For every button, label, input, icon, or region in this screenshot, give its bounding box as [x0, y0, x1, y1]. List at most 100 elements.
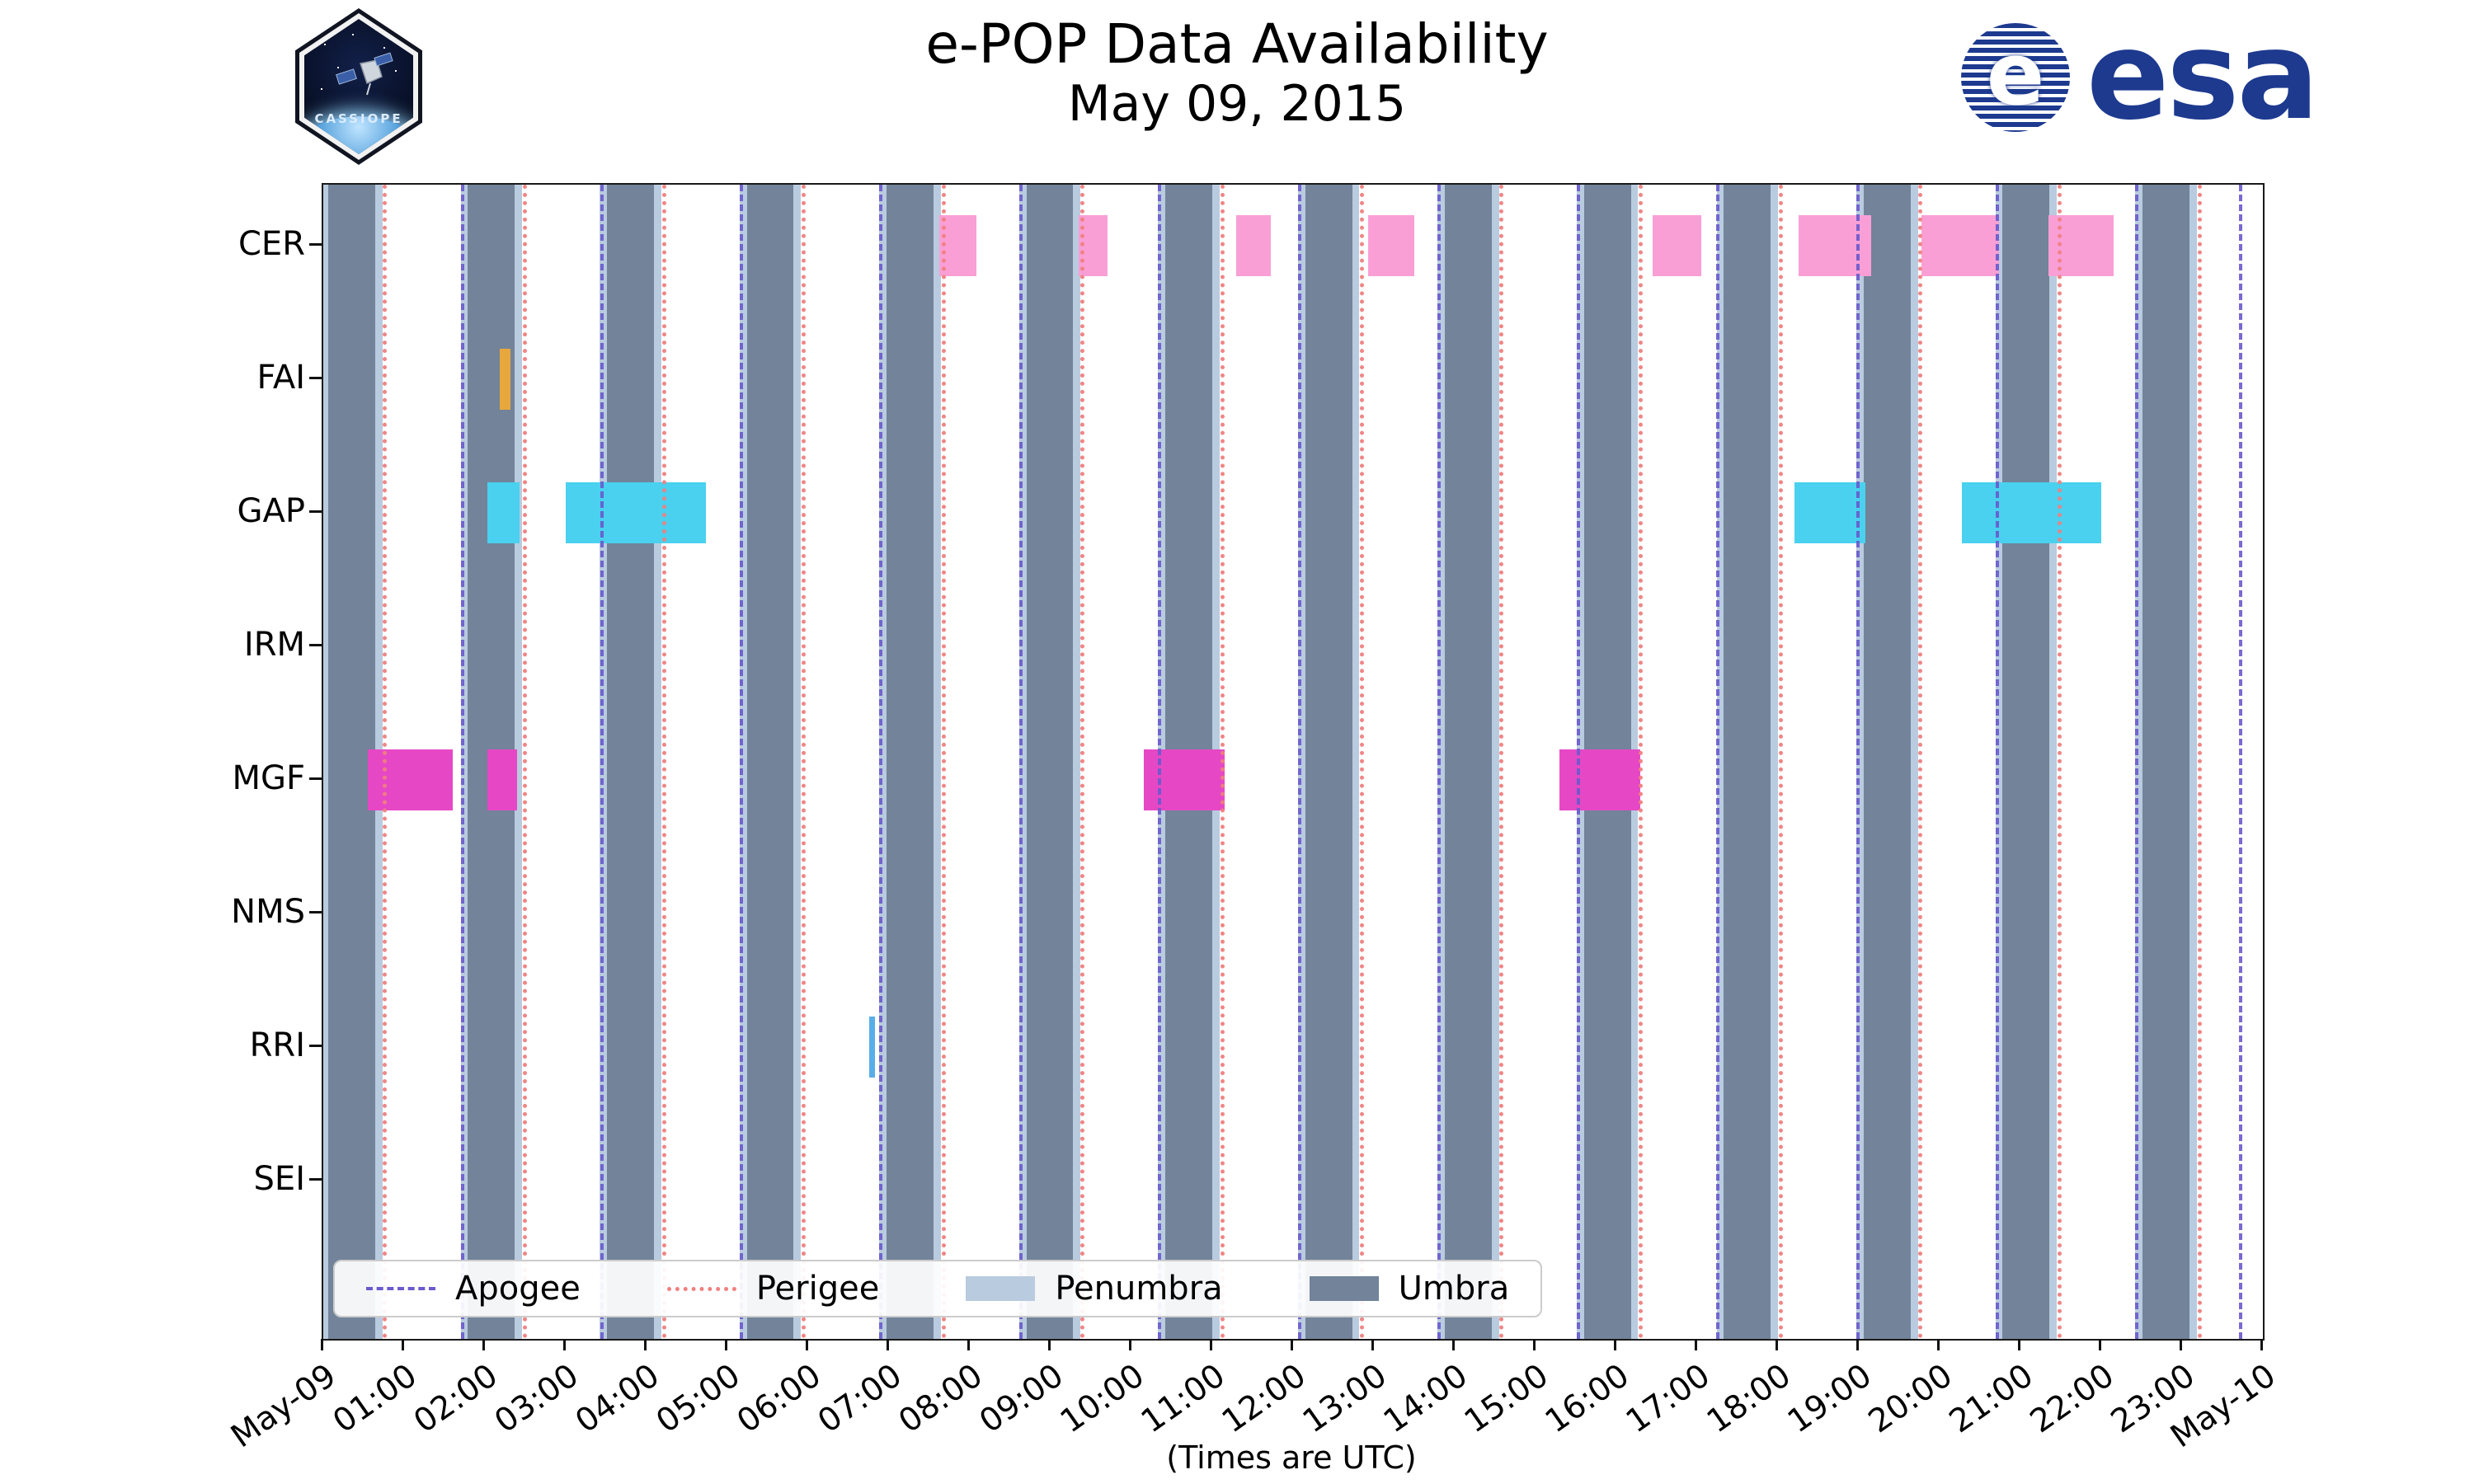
y-tick-label-nms: NMS: [231, 893, 305, 931]
perigee-line: [1917, 185, 1922, 1339]
data-bar-cer: [1921, 215, 1999, 276]
umbra-band: [1863, 185, 1911, 1339]
perigee-line: [1498, 185, 1503, 1339]
x-tick-mark: [2099, 1339, 2101, 1350]
apogee-line: [1018, 185, 1023, 1339]
apogee-line: [600, 185, 604, 1339]
y-tick-label-irm: IRM: [243, 626, 305, 664]
data-bar-fai: [499, 349, 511, 410]
perigee-line: [941, 185, 946, 1339]
umbra-band: [2002, 185, 2050, 1339]
chart-title-block: e-POP Data Availability May 09, 2015: [0, 13, 2474, 133]
x-tick-mark: [887, 1339, 889, 1350]
perigee-line: [1639, 185, 1644, 1339]
data-bar-mgf: [367, 749, 453, 810]
x-tick-mark: [1210, 1339, 1212, 1350]
apogee-line: [879, 185, 883, 1339]
esa-emblem-icon: e: [1961, 23, 2070, 132]
data-bar-mgf: [1559, 749, 1641, 810]
y-tick-label-mgf: MGF: [232, 759, 305, 797]
umbra-band: [1026, 185, 1074, 1339]
y-tick-label-gap: GAP: [237, 492, 305, 530]
y-tick-mark: [309, 911, 322, 913]
umbra-band: [327, 185, 375, 1339]
umbra-band: [746, 185, 794, 1339]
legend-label-umbra: Umbra: [1398, 1270, 1510, 1308]
data-bar-gap: [1962, 482, 2101, 543]
y-tick-label-rri: RRI: [249, 1026, 305, 1064]
apogee-line: [1297, 185, 1301, 1339]
esa-wordmark: esa: [2086, 5, 2319, 147]
apogee-line: [2135, 185, 2139, 1339]
y-tick-mark: [309, 1045, 322, 1047]
data-bar-rri: [868, 1017, 876, 1078]
y-tick-mark: [309, 644, 322, 646]
y-tick-mark: [309, 777, 322, 780]
perigee-line: [2058, 185, 2062, 1339]
x-axis-label: (Times are UTC): [1166, 1439, 1417, 1476]
data-bar-mgf: [1143, 749, 1225, 810]
legend-sample-perigee: [666, 1286, 736, 1291]
apogee-line: [460, 185, 464, 1339]
legend-label-penumbra: Penumbra: [1055, 1270, 1223, 1308]
x-tick-mark: [2018, 1339, 2020, 1350]
perigee-line: [523, 185, 528, 1339]
x-tick-mark: [1937, 1339, 1940, 1350]
y-tick-mark: [309, 243, 322, 246]
esa-emblem-letter: e: [1986, 24, 2045, 124]
apogee-line: [1437, 185, 1442, 1339]
legend: Apogee Perigee Penumbra Umbra: [333, 1260, 1543, 1317]
umbra-band: [2142, 185, 2189, 1339]
x-tick-mark: [1048, 1339, 1051, 1350]
legend-sample-umbra: [1309, 1276, 1379, 1301]
legend-item-perigee: Perigee: [666, 1270, 880, 1308]
x-tick-mark: [1533, 1339, 1536, 1350]
x-tick-mark: [1452, 1339, 1455, 1350]
umbra-band: [1445, 185, 1493, 1339]
data-bar-mgf: [487, 749, 518, 810]
apogee-line: [2238, 185, 2242, 1339]
perigee-line: [1778, 185, 1783, 1339]
legend-label-perigee: Perigee: [755, 1270, 880, 1308]
perigee-line: [383, 185, 388, 1339]
legend-item-penumbra: Penumbra: [966, 1270, 1223, 1308]
data-bar-gap: [487, 482, 520, 543]
x-tick-mark: [1129, 1339, 1131, 1350]
umbra-band: [887, 185, 934, 1339]
x-tick-mark: [402, 1339, 404, 1350]
legend-label-apogee: Apogee: [455, 1270, 581, 1308]
apogee-line: [1995, 185, 1999, 1339]
legend-item-umbra: Umbra: [1309, 1270, 1510, 1308]
apogee-line: [1856, 185, 1860, 1339]
x-tick-mark: [1856, 1339, 1859, 1350]
data-bar-cer: [1236, 215, 1271, 276]
x-tick-mark: [321, 1339, 323, 1350]
x-tick-mark: [1371, 1339, 1374, 1350]
x-tick-mark: [2180, 1339, 2182, 1350]
x-tick-mark: [806, 1339, 808, 1350]
umbra-band: [606, 185, 654, 1339]
perigee-line: [2197, 185, 2202, 1339]
y-tick-label-cer: CER: [238, 225, 305, 263]
umbra-band: [1305, 185, 1352, 1339]
perigee-line: [802, 185, 807, 1339]
y-tick-mark: [309, 510, 322, 513]
x-tick-mark: [967, 1339, 970, 1350]
y-tick-label-fai: FAI: [256, 359, 306, 397]
y-tick-mark: [309, 377, 322, 379]
cassiope-label: CASSIOPE: [314, 111, 403, 126]
x-tick-mark: [1614, 1339, 1616, 1350]
x-tick-mark: [725, 1339, 727, 1350]
legend-item-apogee: Apogee: [366, 1270, 581, 1308]
perigee-line: [1360, 185, 1365, 1339]
apogee-line: [1158, 185, 1162, 1339]
chart-title: e-POP Data Availability: [925, 12, 1549, 76]
apogee-line: [1716, 185, 1720, 1339]
data-bar-gap: [566, 482, 706, 543]
x-tick-mark: [482, 1339, 485, 1350]
x-tick-mark: [644, 1339, 647, 1350]
data-bar-gap: [1794, 482, 1865, 543]
cassiope-mission-patch: CASSIOPE: [295, 8, 422, 165]
x-tick-mark: [1695, 1339, 1697, 1350]
